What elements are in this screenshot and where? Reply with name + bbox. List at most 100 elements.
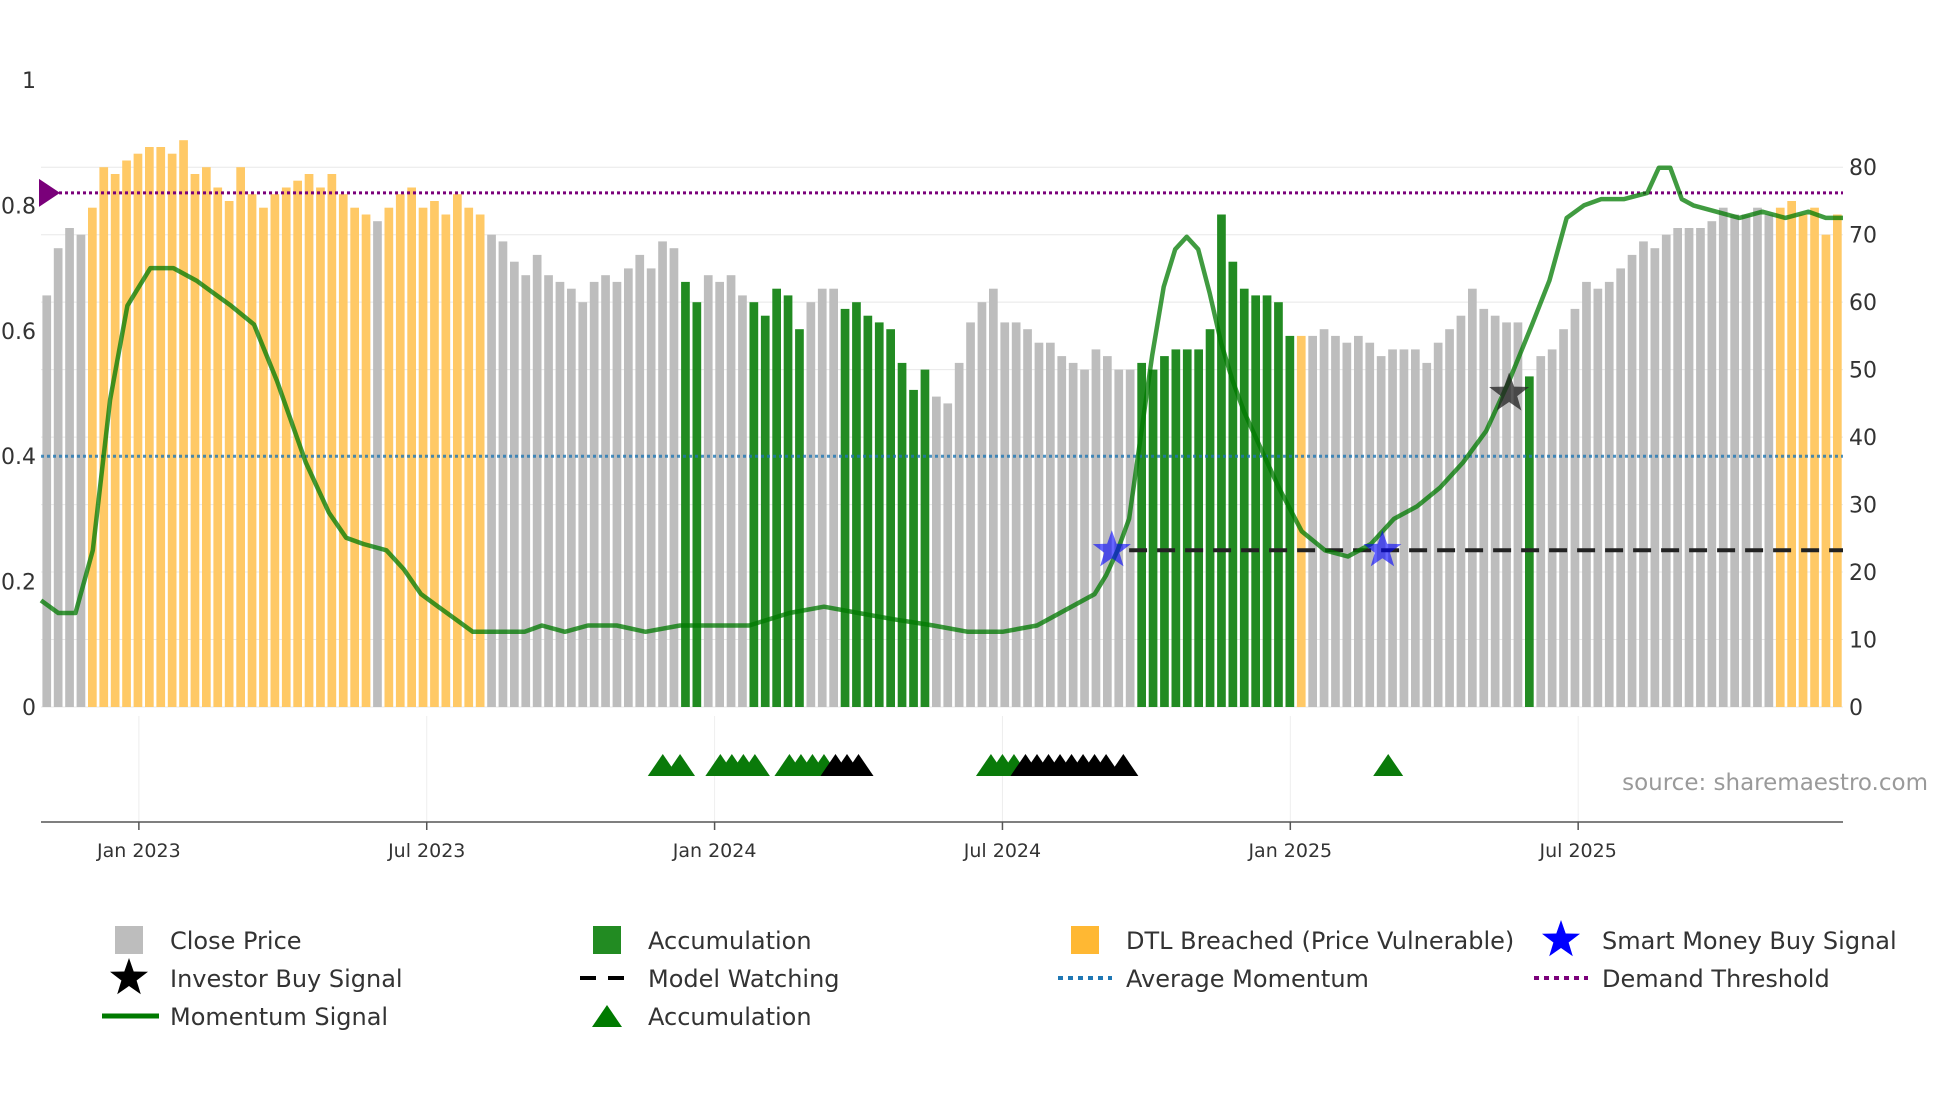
price-bar <box>817 288 827 707</box>
legend-item: Accumulation <box>593 926 812 955</box>
price-bar <box>1696 228 1705 707</box>
price-bar <box>1479 308 1489 707</box>
price-bar <box>852 302 861 707</box>
demand-threshold-marker <box>39 178 60 207</box>
price-bar <box>202 167 211 707</box>
price-bar <box>1000 322 1010 707</box>
right-tick-label: 60 <box>1849 291 1877 316</box>
price-bar <box>1787 201 1796 707</box>
price-bar <box>578 302 588 707</box>
price-bar <box>1445 329 1454 707</box>
price-bar <box>270 194 280 707</box>
price-bar <box>1593 288 1603 707</box>
price-bar <box>966 322 975 707</box>
price-bar <box>1262 295 1272 707</box>
price-bar <box>1205 329 1215 707</box>
price-bar <box>1684 228 1694 707</box>
price-bar <box>749 302 759 707</box>
left-tick-label: 0.4 <box>1 445 36 470</box>
smart-money-buy-star <box>1363 530 1402 567</box>
price-bar <box>772 288 781 707</box>
price-bar <box>395 194 405 707</box>
price-bar <box>327 174 337 707</box>
x-tick-label: Jan 2023 <box>96 840 181 862</box>
momentum-signal-line <box>39 165 1843 635</box>
price-bar <box>76 234 86 707</box>
price-bar <box>361 214 371 707</box>
price-bar <box>1616 268 1625 707</box>
price-bar <box>42 295 52 707</box>
price-bar <box>418 207 428 707</box>
legend-item: Demand Threshold <box>1534 965 1830 993</box>
price-bar <box>53 248 63 707</box>
legend-label: Smart Money Buy Signal <box>1602 927 1897 955</box>
price-bar <box>1365 342 1375 707</box>
price-bar <box>373 221 382 707</box>
price-bar <box>1798 214 1808 707</box>
price-bar <box>601 275 610 707</box>
price-bar <box>1182 349 1192 707</box>
legend-swatch <box>1071 926 1099 954</box>
price-bar <box>1433 342 1443 707</box>
price-bar <box>738 295 747 707</box>
price-bar <box>646 268 656 707</box>
legend-label: Model Watching <box>648 965 840 993</box>
price-bar <box>783 295 793 707</box>
price-bar <box>1650 248 1660 707</box>
price-bar <box>1490 315 1500 707</box>
price-bar <box>863 315 873 707</box>
price-bar <box>65 228 74 707</box>
legend-triangle-icon <box>592 1005 622 1027</box>
price-bar <box>1730 214 1739 707</box>
price-bar <box>510 261 519 707</box>
price-bar <box>1023 329 1032 707</box>
price-bar <box>1080 369 1089 707</box>
price-bar <box>281 187 291 707</box>
price-bar <box>909 389 918 707</box>
price-bar <box>1411 349 1420 707</box>
investor-buy-star <box>1489 372 1530 411</box>
price-bar <box>133 153 143 707</box>
price-bar <box>567 288 576 707</box>
legend-star-icon <box>1542 920 1580 957</box>
price-bar <box>1239 288 1249 707</box>
price-bar <box>532 254 542 707</box>
left-tick-label: 0.2 <box>1 571 36 596</box>
price-bar <box>453 194 462 707</box>
accumulation-triangle <box>843 754 874 776</box>
price-bar <box>1741 214 1751 707</box>
price-bar <box>635 254 645 707</box>
price-bar <box>692 302 702 707</box>
price-bar <box>1673 228 1682 707</box>
price-bar <box>1274 302 1283 707</box>
price-bar <box>407 187 416 707</box>
price-bar <box>589 281 599 707</box>
right-tick-label: 80 <box>1849 156 1877 181</box>
price-bar <box>190 174 200 707</box>
price-bar <box>1639 241 1648 707</box>
price-bar <box>715 281 724 707</box>
legend-item: DTL Breached (Price Vulnerable) <box>1071 926 1514 955</box>
price-bar <box>624 268 633 707</box>
right-tick-label: 20 <box>1849 561 1877 586</box>
price-bar <box>316 187 325 707</box>
price-bar <box>122 160 131 707</box>
price-bar <box>829 288 838 707</box>
price-bar <box>1057 356 1067 707</box>
legend-item: Close Price <box>115 926 302 955</box>
price-bar <box>145 147 154 707</box>
source-label: source: sharemaestro.com <box>1622 770 1928 796</box>
legend-item: Model Watching <box>580 965 840 993</box>
price-bar <box>840 308 850 707</box>
price-bar <box>1331 335 1340 707</box>
price-bar <box>1775 207 1785 707</box>
price-bar <box>1388 349 1397 707</box>
price-bar <box>703 275 713 707</box>
right-tick-label: 10 <box>1849 629 1877 654</box>
price-bar <box>1114 369 1124 707</box>
legend-swatch <box>593 926 621 954</box>
price-bar <box>213 187 223 707</box>
price-bar <box>224 201 234 707</box>
